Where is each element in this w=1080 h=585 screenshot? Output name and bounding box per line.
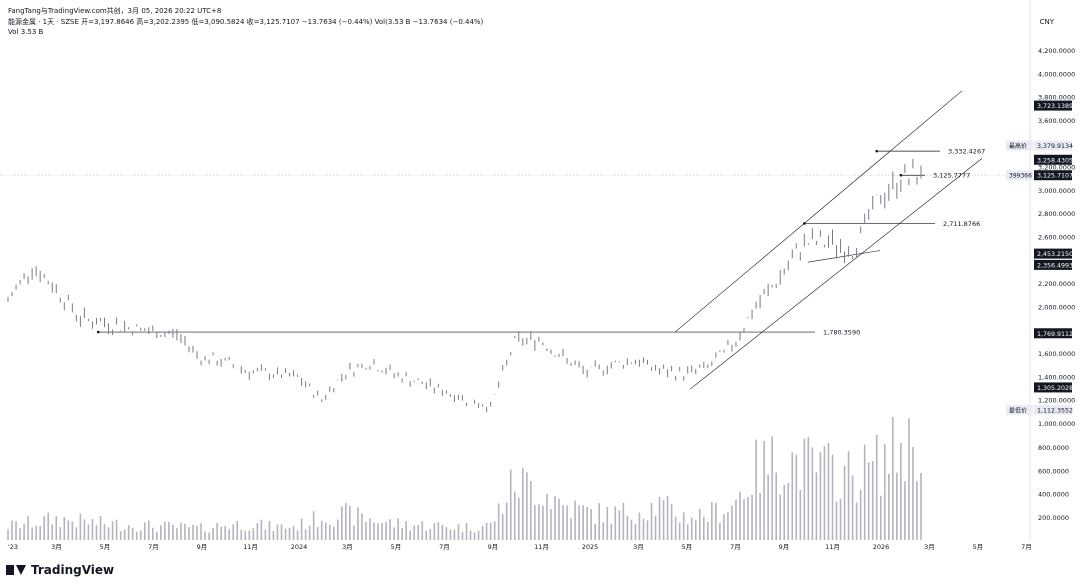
- price-tag-value: 3,125.7107: [1037, 173, 1073, 180]
- price-axis-label: 1,200.0000: [1038, 397, 1075, 405]
- price-axis-label: 3,200.0000: [1038, 164, 1075, 172]
- price-tag: [1034, 170, 1072, 181]
- time-axis-label: 3月: [51, 543, 62, 551]
- price-axis-label: 2,000.0000: [1038, 303, 1075, 311]
- annotation-label: 2,711.8766: [943, 220, 980, 228]
- price-tag: [1034, 382, 1072, 393]
- annotation-anchor: [96, 330, 100, 334]
- annotation-anchor: [803, 222, 806, 225]
- price-tag-prefix-box: [1006, 170, 1033, 181]
- price-tag: [1034, 248, 1072, 259]
- price-tag: [1034, 404, 1072, 415]
- time-axis-label: 2026: [873, 543, 890, 551]
- annotation-label: 1,780.3590: [823, 329, 860, 337]
- price-axis-label: 2,600.0000: [1038, 234, 1075, 242]
- tradingview-logo-text: TradingView: [31, 563, 115, 577]
- time-axis-label: 2025: [582, 543, 599, 551]
- channel-lower-line: [689, 158, 983, 390]
- time-axis-label: 7月: [730, 543, 741, 551]
- price-tag-prefix: 最高价: [1009, 142, 1027, 150]
- triangle-support-line: [807, 250, 881, 263]
- price-tag-value: 1,769.9112: [1037, 331, 1073, 338]
- time-axis-label: 11月: [825, 543, 840, 551]
- time-axis-label: 7月: [439, 543, 450, 551]
- time-axis-label: 3月: [633, 543, 644, 551]
- price-axis-label: 2,800.0000: [1038, 210, 1075, 218]
- volume-axis-label: 800.0000: [1038, 444, 1069, 452]
- time-axis-label: 5月: [682, 543, 693, 551]
- annotation-label: 3,332.4267: [948, 148, 985, 156]
- time-axis-label: 7月: [148, 543, 159, 551]
- time-axis-label: 7月: [1021, 543, 1032, 551]
- chart-header-ohlc: 能源金属 · 1天 · SZSE 开=3,197.8646 高=3,202.23…: [8, 18, 484, 26]
- price-tag: [1034, 100, 1072, 111]
- tradingview-logo[interactable]: TradingView: [6, 563, 114, 577]
- channel-upper-line: [674, 90, 963, 333]
- price-tag-prefix-box: [1006, 140, 1033, 151]
- price-axis-label: 4,200.0000: [1038, 47, 1075, 55]
- price-axis-label: 1,600.0000: [1038, 350, 1075, 358]
- price-tag-value: 3,379.9134: [1037, 143, 1073, 150]
- time-axis-label: 3月: [924, 543, 935, 551]
- time-axis-label: 9月: [488, 543, 499, 551]
- time-axis-label: 2024: [291, 543, 308, 551]
- price-tag-prefix: 399366: [1009, 173, 1032, 180]
- price-axis-label: 2,200.0000: [1038, 280, 1075, 288]
- time-axis-label: 5月: [973, 543, 984, 551]
- price-tag-value: 1,305.2028: [1037, 385, 1073, 392]
- time-axis-label: 5月: [100, 543, 111, 551]
- price-tag: [1034, 328, 1072, 339]
- price-tag-prefix-box: [1006, 404, 1033, 415]
- time-axis-label: 11月: [534, 543, 549, 551]
- time-axis-label: 9月: [197, 543, 208, 551]
- price-tag-prefix: 最低价: [1009, 406, 1027, 414]
- price-tag: [1034, 154, 1072, 165]
- time-axis-label: 5月: [391, 543, 402, 551]
- time-axis-label: 3月: [342, 543, 353, 551]
- annotation-anchor: [899, 173, 903, 177]
- currency-label[interactable]: CNY: [1039, 18, 1054, 26]
- price-tag: [1034, 140, 1072, 151]
- price-tag: [1034, 259, 1072, 270]
- price-tag-value: 1,112.3552: [1037, 407, 1073, 414]
- volume-axis-label: 400.0000: [1038, 491, 1069, 499]
- price-tag-value: 2,356.4993: [1037, 262, 1073, 269]
- tradingview-logo-icon: [6, 565, 26, 575]
- chart-header-attribution: FangTang与TradingView.com共创，3月 05, 2026 2…: [8, 7, 222, 15]
- time-axis-label: '23: [8, 543, 18, 551]
- price-axis-label: 1,000.0000: [1038, 420, 1075, 428]
- volume-axis-label: 200.0000: [1038, 514, 1069, 522]
- price-axis-label: 3,800.0000: [1038, 94, 1075, 102]
- price-tag-value: 3,723.1389: [1037, 103, 1073, 110]
- price-axis-label: 1,400.0000: [1038, 373, 1075, 381]
- time-axis-label: 11月: [243, 543, 258, 551]
- price-axis-label: 3,000.0000: [1038, 187, 1075, 195]
- price-tag-value: 3,258.4305: [1037, 157, 1073, 164]
- chart-header-volume: Vol 3.53 B: [8, 28, 44, 36]
- price-tag-value: 2,453.2150: [1037, 251, 1073, 258]
- annotation-anchor: [875, 149, 879, 153]
- volume-axis-label: 600.0000: [1038, 467, 1069, 475]
- price-axis-label: 3,600.0000: [1038, 117, 1075, 125]
- price-axis-label: 4,000.0000: [1038, 70, 1075, 78]
- time-axis-label: 9月: [779, 543, 790, 551]
- annotation-label: 3,125.7777: [933, 172, 970, 180]
